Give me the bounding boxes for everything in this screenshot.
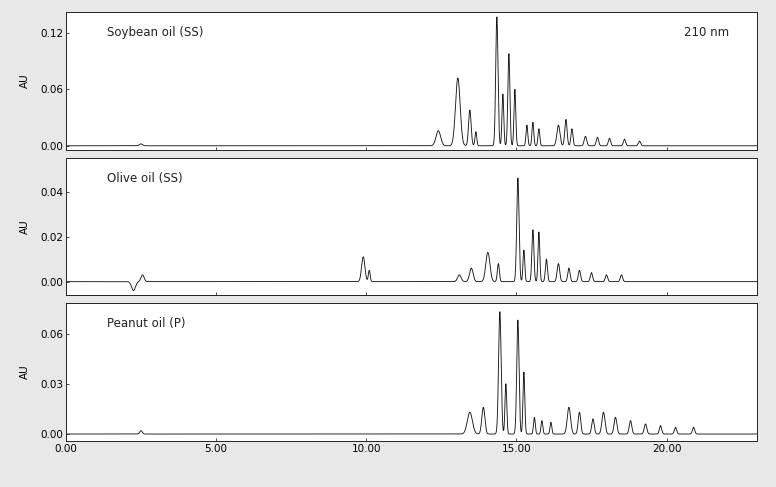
Y-axis label: AU: AU [20, 74, 30, 88]
Text: Soybean oil (SS): Soybean oil (SS) [107, 26, 204, 39]
Text: 210 nm: 210 nm [684, 26, 729, 39]
Y-axis label: AU: AU [20, 365, 30, 379]
Text: Olive oil (SS): Olive oil (SS) [107, 171, 183, 185]
Text: Peanut oil (P): Peanut oil (P) [107, 317, 186, 330]
Y-axis label: AU: AU [20, 219, 30, 234]
